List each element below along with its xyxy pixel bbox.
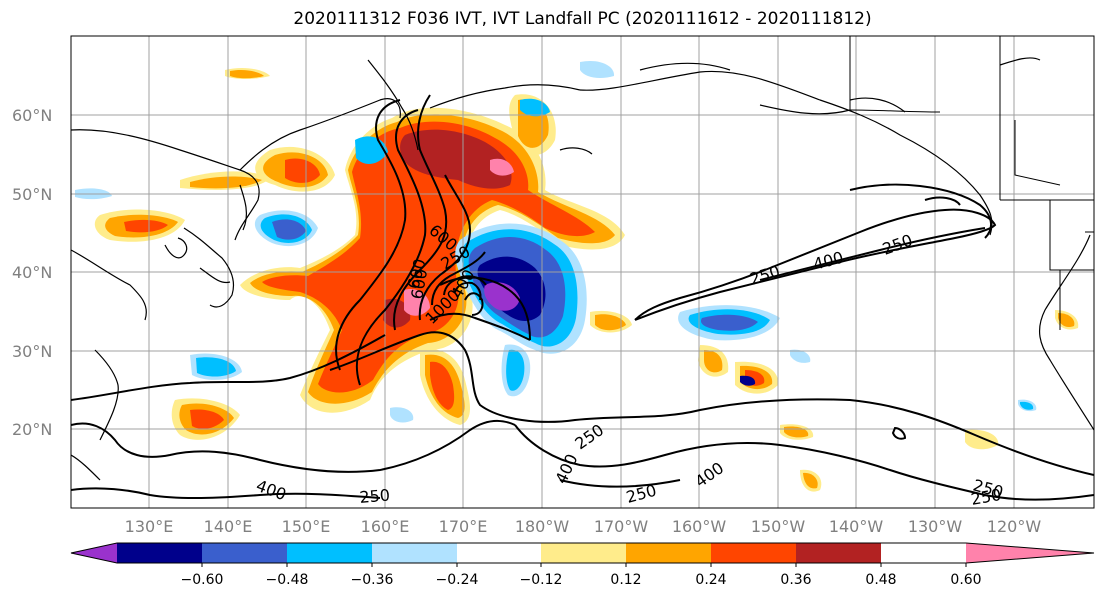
colorbar-bin xyxy=(117,543,202,563)
colorbar-tick-label: 0.48 xyxy=(865,572,896,588)
colorbar-bin xyxy=(796,543,881,563)
ivt-shading xyxy=(75,60,1079,492)
ivt-contours xyxy=(71,94,1094,501)
lon-label: 130°W xyxy=(908,517,963,536)
colorbar-tick-label: −0.48 xyxy=(266,572,309,588)
lon-label: 150°W xyxy=(751,517,806,536)
lon-label: 170°W xyxy=(594,517,649,536)
colorbar-tick-label: −0.36 xyxy=(351,572,394,588)
colorbar: −0.60 −0.48 −0.36 −0.24 −0.12 0.12 0.24 … xyxy=(70,542,1095,588)
colorbar-tick-label: 0.24 xyxy=(695,572,726,588)
map-gridlines xyxy=(71,36,1094,508)
lat-label: 50°N xyxy=(12,185,52,204)
colorbar-tick-label: 0.12 xyxy=(610,572,641,588)
lon-label: 140°E xyxy=(204,517,253,536)
colorbar-bin xyxy=(202,543,287,563)
political-boundaries xyxy=(849,36,1094,330)
colorbar-tick-label: 0.36 xyxy=(780,572,811,588)
lon-label: 150°E xyxy=(282,517,331,536)
lon-label: 180°W xyxy=(515,517,570,536)
colorbar-bin xyxy=(457,543,541,563)
map-title: 2020111312 F036 IVT, IVT Landfall PC (20… xyxy=(293,9,872,29)
colorbar-tick-label: −0.60 xyxy=(181,572,224,588)
colorbar-bin xyxy=(626,543,711,563)
lat-label: 60°N xyxy=(12,106,52,125)
lat-label: 30°N xyxy=(12,342,52,361)
colorbar-bin xyxy=(372,543,457,563)
colorbar-extend-low xyxy=(71,543,117,563)
colorbar-tick-label: −0.12 xyxy=(520,572,563,588)
colorbar-bin xyxy=(287,543,372,563)
map-frame xyxy=(70,35,1095,509)
lat-label: 20°N xyxy=(12,420,52,439)
longitude-labels: 130°E 140°E 150°E 160°E 170°E 180°W 170°… xyxy=(125,517,1042,536)
colorbar-tick-label: −0.24 xyxy=(436,572,479,588)
latitude-labels: 60°N 50°N 40°N 30°N 20°N xyxy=(12,106,52,439)
lon-label: 140°W xyxy=(829,517,884,536)
contour-label: 250 xyxy=(359,485,391,507)
lon-label: 160°E xyxy=(361,517,410,536)
lon-label: 160°W xyxy=(672,517,727,536)
colorbar-bin xyxy=(541,543,626,563)
lon-label: 170°E xyxy=(439,517,488,536)
colorbar-outline xyxy=(70,542,1095,564)
lon-label: 130°E xyxy=(125,517,174,536)
lat-label: 40°N xyxy=(12,263,52,282)
contour-label: 250 xyxy=(969,485,1002,509)
lon-label: 120°W xyxy=(987,517,1042,536)
colorbar-tick-label: 0.60 xyxy=(950,572,981,588)
colorbar-bin xyxy=(711,543,796,563)
coastlines xyxy=(71,57,1094,481)
colorbar-extend-high xyxy=(966,543,1094,563)
